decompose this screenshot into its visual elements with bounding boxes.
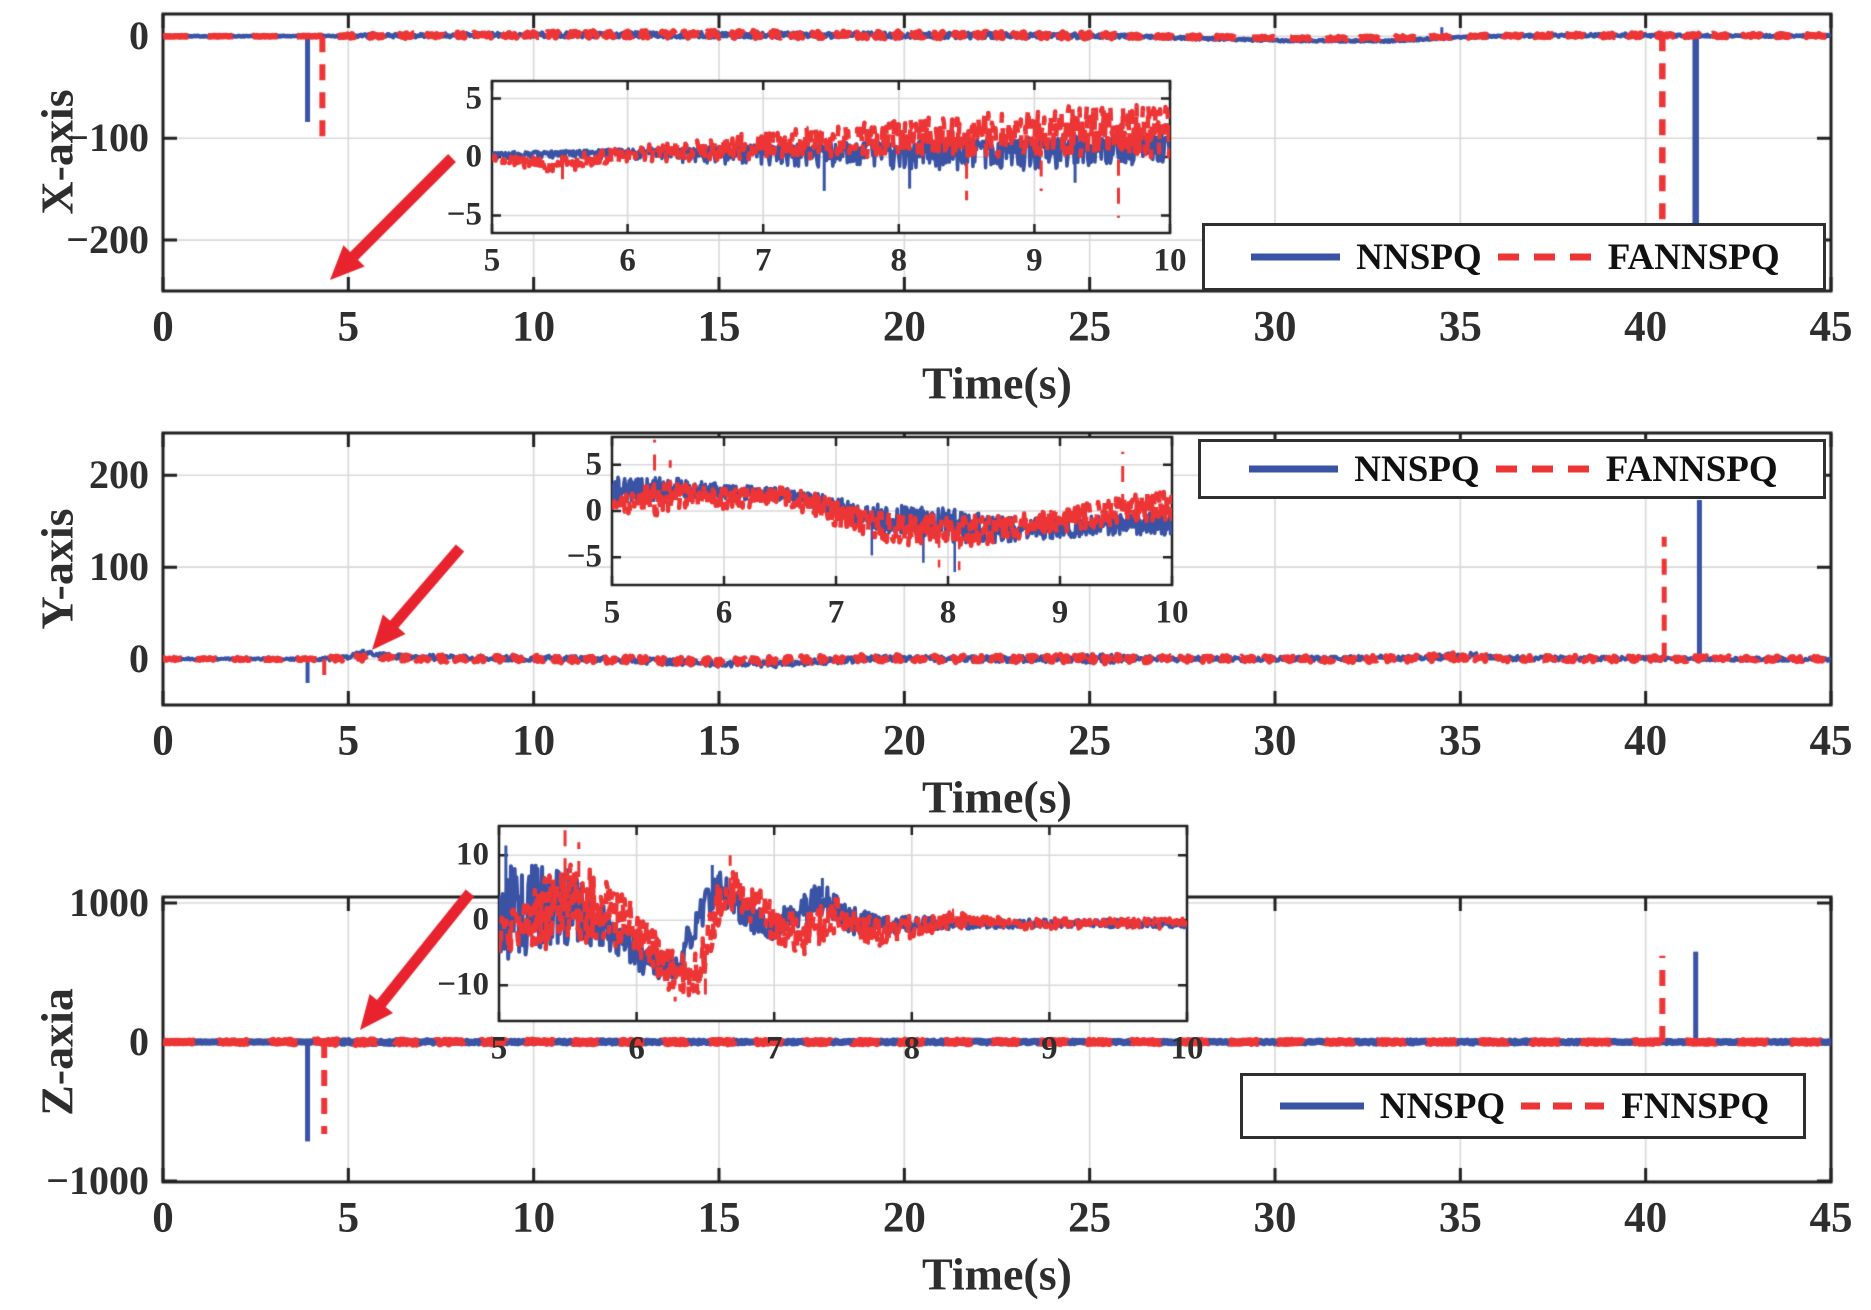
- subplot3-y-axis-title: Z-axia: [31, 988, 83, 1116]
- subplot2-y-axis-title: Y-axis: [31, 508, 83, 630]
- legend-label-nnspq: NNSPQ: [1356, 236, 1482, 278]
- legend-dashed-line-icon: [1497, 253, 1592, 261]
- legend-label-fannspq: FANNSPQ: [1607, 236, 1780, 278]
- subplot3-x-axis-title: Time(s): [922, 1248, 1072, 1300]
- legend-solid-line-icon: [1249, 465, 1339, 473]
- subplot2-x-axis-title: Time(s): [922, 771, 1072, 823]
- legend-label-nnspq: NNSPQ: [1354, 448, 1480, 490]
- legend-label-fannspq: FANNSPQ: [1605, 448, 1778, 490]
- legend-label-fnnspq: FNNSPQ: [1621, 1085, 1770, 1127]
- legend-label-nnspq: NNSPQ: [1379, 1085, 1506, 1127]
- legend-dashed-line-icon: [1521, 1102, 1606, 1110]
- legend-solid-line-icon: [1279, 1102, 1364, 1110]
- subplot1-x-axis-title: Time(s): [922, 357, 1072, 409]
- subplot3-legend: NNSPQ FNNSPQ: [1240, 1073, 1806, 1139]
- legend-dashed-line-icon: [1495, 465, 1590, 473]
- subplot1-y-axis-title: X-axis: [31, 89, 83, 215]
- subplot1-legend: NNSPQ FANNSPQ: [1202, 223, 1826, 291]
- legend-solid-line-icon: [1251, 253, 1341, 261]
- subplot2-legend: NNSPQ FANNSPQ: [1198, 439, 1826, 499]
